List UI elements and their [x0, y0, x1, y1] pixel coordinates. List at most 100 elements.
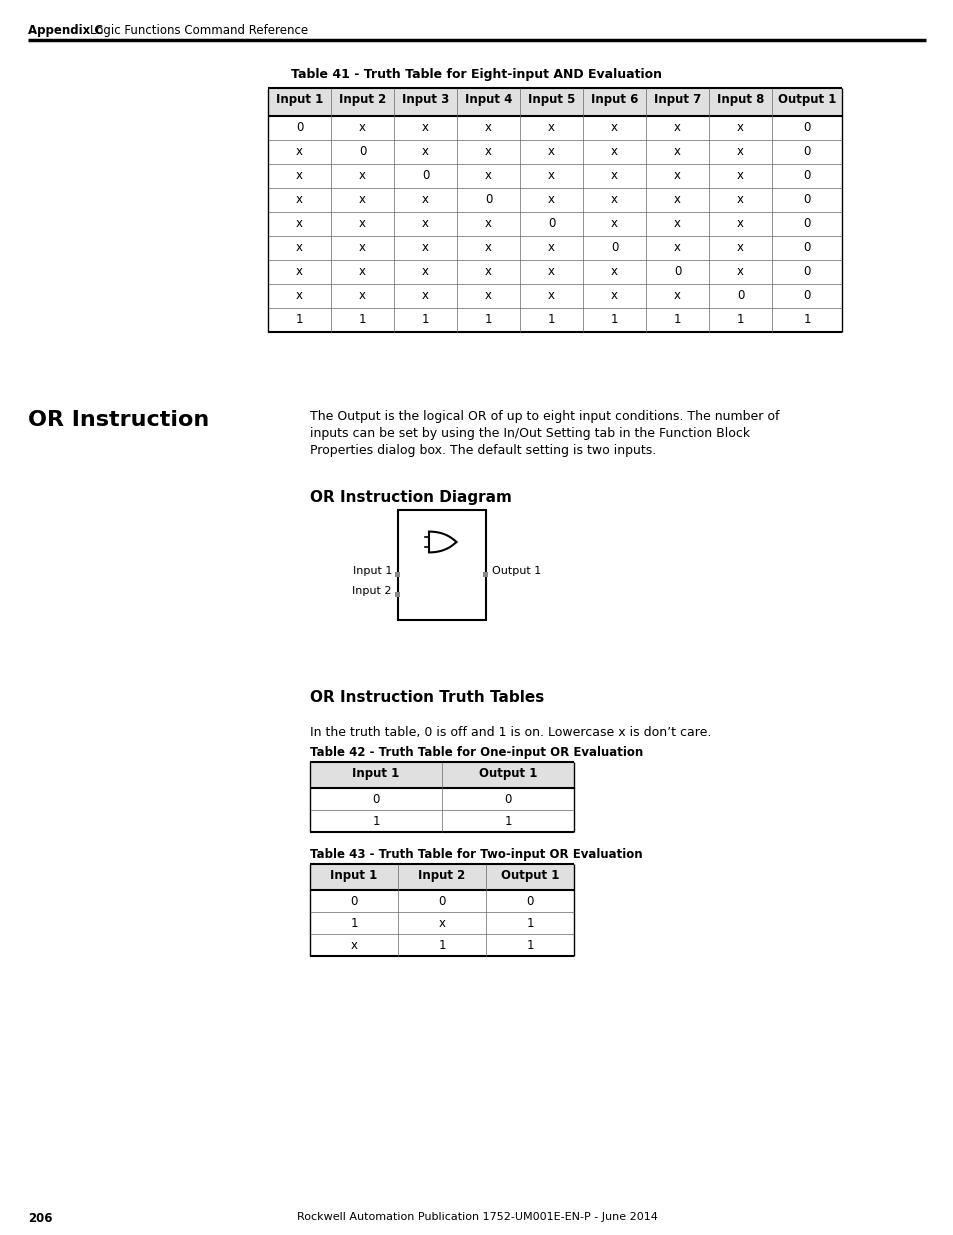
Text: x: x: [547, 193, 555, 206]
Text: x: x: [421, 144, 429, 158]
Text: Output 1: Output 1: [478, 767, 537, 781]
Bar: [395, 592, 400, 597]
Text: x: x: [484, 121, 492, 135]
Text: In the truth table, 0 is off and 1 is on. Lowercase x is don’t care.: In the truth table, 0 is off and 1 is on…: [310, 726, 711, 739]
Text: x: x: [737, 217, 743, 230]
Text: x: x: [421, 266, 429, 278]
Text: 1: 1: [802, 312, 810, 326]
Text: 1: 1: [526, 918, 533, 930]
Text: 0: 0: [547, 217, 555, 230]
Text: 0: 0: [350, 895, 357, 908]
Bar: [395, 572, 400, 577]
Text: Input 1: Input 1: [352, 767, 399, 781]
Text: 0: 0: [802, 217, 810, 230]
Text: x: x: [737, 169, 743, 182]
Text: x: x: [358, 241, 366, 254]
Text: 1: 1: [437, 939, 445, 952]
Text: x: x: [421, 217, 429, 230]
Text: Rockwell Automation Publication 1752-UM001E-EN-P - June 2014: Rockwell Automation Publication 1752-UM0…: [296, 1212, 657, 1221]
Text: Table 43 - Truth Table for Two-input OR Evaluation: Table 43 - Truth Table for Two-input OR …: [310, 848, 642, 861]
Text: x: x: [547, 241, 555, 254]
Text: Input 6: Input 6: [590, 93, 638, 106]
Text: x: x: [295, 144, 303, 158]
Text: Input 2: Input 2: [418, 869, 465, 882]
Text: 1: 1: [372, 815, 379, 827]
Text: Input 1: Input 1: [275, 93, 323, 106]
Text: x: x: [547, 289, 555, 303]
Text: x: x: [547, 121, 555, 135]
Text: Input 2: Input 2: [338, 93, 386, 106]
Text: inputs can be set by using the In/Out Setting tab in the Function Block: inputs can be set by using the In/Out Se…: [310, 427, 749, 440]
Text: x: x: [358, 266, 366, 278]
Text: 0: 0: [610, 241, 618, 254]
Text: Input 8: Input 8: [716, 93, 763, 106]
Text: 1: 1: [421, 312, 429, 326]
Text: 1: 1: [504, 815, 511, 827]
Text: 0: 0: [437, 895, 445, 908]
Text: Output 1: Output 1: [492, 566, 540, 576]
Text: 0: 0: [802, 121, 810, 135]
Text: 206: 206: [28, 1212, 52, 1225]
Text: x: x: [610, 289, 618, 303]
Bar: [310, 864, 574, 890]
Text: 0: 0: [802, 144, 810, 158]
Text: Input 1: Input 1: [330, 869, 377, 882]
Text: 1: 1: [526, 939, 533, 952]
Text: x: x: [295, 193, 303, 206]
Text: x: x: [673, 217, 680, 230]
Text: x: x: [484, 169, 492, 182]
Text: x: x: [610, 266, 618, 278]
Text: x: x: [673, 289, 680, 303]
Text: x: x: [484, 289, 492, 303]
Text: 1: 1: [610, 312, 618, 326]
Text: x: x: [358, 217, 366, 230]
Text: 0: 0: [736, 289, 743, 303]
Text: x: x: [421, 289, 429, 303]
Bar: [310, 762, 574, 788]
Text: x: x: [547, 266, 555, 278]
Text: x: x: [421, 241, 429, 254]
Text: 1: 1: [350, 918, 357, 930]
Text: 0: 0: [802, 289, 810, 303]
Text: Input 1: Input 1: [353, 566, 392, 576]
Text: x: x: [737, 193, 743, 206]
Text: 0: 0: [526, 895, 533, 908]
Text: x: x: [673, 193, 680, 206]
Text: 0: 0: [802, 241, 810, 254]
Text: 1: 1: [673, 312, 680, 326]
Text: OR Instruction Truth Tables: OR Instruction Truth Tables: [310, 690, 543, 705]
Text: 0: 0: [673, 266, 680, 278]
Text: 0: 0: [421, 169, 429, 182]
Text: Input 7: Input 7: [653, 93, 700, 106]
Text: x: x: [484, 241, 492, 254]
Text: x: x: [438, 918, 445, 930]
Text: Output 1: Output 1: [500, 869, 558, 882]
Text: x: x: [358, 121, 366, 135]
Text: x: x: [673, 241, 680, 254]
Text: x: x: [358, 193, 366, 206]
Text: 1: 1: [547, 312, 555, 326]
Text: x: x: [737, 241, 743, 254]
Text: x: x: [610, 193, 618, 206]
Text: 0: 0: [802, 169, 810, 182]
Bar: [268, 88, 841, 116]
Text: x: x: [295, 289, 303, 303]
Text: Input 4: Input 4: [464, 93, 512, 106]
Text: 1: 1: [295, 312, 303, 326]
Text: Output 1: Output 1: [777, 93, 836, 106]
Text: x: x: [610, 121, 618, 135]
Text: 0: 0: [484, 193, 492, 206]
Text: x: x: [358, 289, 366, 303]
Text: x: x: [358, 169, 366, 182]
Text: x: x: [610, 144, 618, 158]
Text: Input 3: Input 3: [401, 93, 449, 106]
Text: x: x: [484, 266, 492, 278]
Text: x: x: [737, 121, 743, 135]
Text: Logic Functions Command Reference: Logic Functions Command Reference: [90, 23, 308, 37]
Text: x: x: [421, 193, 429, 206]
Text: OR Instruction Diagram: OR Instruction Diagram: [310, 490, 512, 505]
Bar: [483, 572, 488, 577]
Text: Input 2: Input 2: [352, 585, 392, 597]
Text: x: x: [547, 169, 555, 182]
Text: Appendix C: Appendix C: [28, 23, 103, 37]
